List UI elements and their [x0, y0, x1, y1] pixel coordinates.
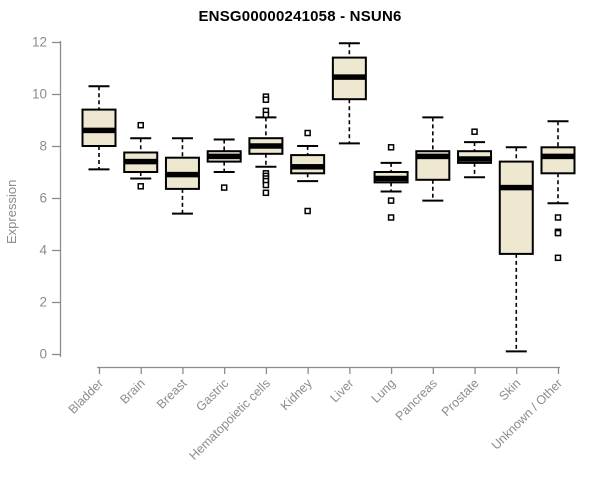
y-tick-label: 8 [39, 139, 47, 154]
x-category-label: Brain [117, 376, 148, 407]
chart-title: ENSG00000241058 - NSUN6 [198, 8, 402, 25]
median-line [541, 153, 575, 160]
outlier-point [471, 128, 478, 135]
median-line [458, 156, 492, 162]
y-tick-label: 12 [32, 35, 47, 50]
x-category-label: Prostate [439, 376, 482, 419]
outlier-point [137, 183, 144, 190]
outlier-point [304, 207, 311, 215]
median-line [165, 171, 199, 178]
outlier-point [262, 189, 270, 197]
outlier-point [220, 184, 228, 191]
median-line [249, 143, 283, 149]
x-category-label: Breast [154, 376, 190, 412]
y-tick-label: 4 [39, 243, 47, 258]
median-line [291, 164, 325, 170]
y-tick-label: 6 [39, 191, 47, 206]
outlier-point [554, 214, 562, 221]
median-line [332, 74, 366, 80]
x-category-label: Gastric [193, 376, 231, 414]
median-line [499, 184, 533, 191]
outlier-point [262, 111, 270, 119]
x-category-label: Lung [369, 376, 399, 406]
outlier-point [554, 229, 562, 237]
outlier-point [262, 181, 270, 189]
x-category-label: Unknown / Other [489, 376, 565, 452]
median-line [374, 175, 408, 182]
y-tick-label: 0 [39, 347, 47, 362]
outlier-point [137, 121, 144, 129]
y-tick-label: 10 [32, 87, 47, 102]
outlier-point [554, 254, 562, 262]
median-line [416, 153, 450, 160]
x-category-label: Bladder [66, 376, 106, 416]
outlier-point [387, 144, 395, 151]
x-category-label: Liver [327, 376, 356, 405]
y-tick-label: 2 [39, 295, 47, 310]
x-category-label: Pancreas [393, 376, 440, 423]
x-category-label: Hematopoietic cells [186, 376, 273, 463]
outlier-point [262, 96, 270, 103]
x-category-label: Kidney [278, 376, 315, 413]
box-unknown-other [540, 146, 576, 175]
outlier-point [387, 214, 395, 221]
median-line [207, 153, 241, 160]
median-line [82, 127, 116, 134]
box-skin [498, 160, 534, 255]
median-line [124, 158, 158, 165]
outlier-point [304, 129, 311, 137]
x-category-label: Skin [496, 376, 523, 403]
outlier-point [387, 197, 395, 204]
